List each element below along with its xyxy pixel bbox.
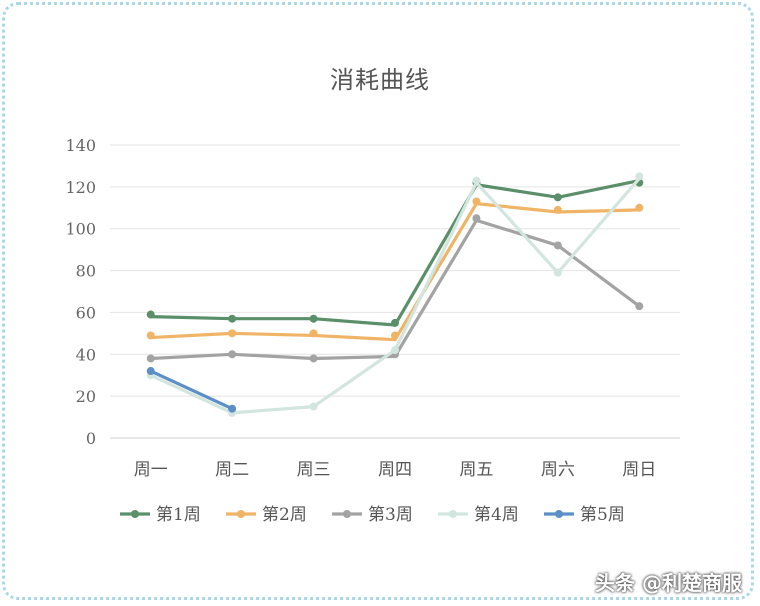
y-tick-label: 0	[86, 429, 96, 448]
data-point	[309, 314, 318, 323]
data-point	[146, 367, 155, 376]
y-tick-label: 40	[76, 345, 96, 364]
y-tick-label: 100	[65, 220, 96, 239]
data-point	[391, 346, 399, 355]
y-tick-label: 60	[76, 303, 96, 322]
x-tick-label: 周一	[134, 460, 168, 480]
data-point	[472, 176, 481, 185]
y-tick-label: 120	[65, 178, 96, 197]
data-point	[391, 331, 399, 340]
data-point	[472, 214, 481, 223]
x-tick-label: 周六	[541, 460, 575, 480]
legend-label: 第1周	[156, 505, 201, 525]
data-point	[146, 354, 155, 363]
y-tick-label: 20	[76, 387, 96, 406]
legend-marker	[131, 510, 139, 518]
legend-marker	[449, 510, 457, 518]
series-line-4	[149, 176, 641, 415]
data-point	[635, 172, 644, 181]
legend-marker	[555, 510, 563, 518]
data-point	[553, 193, 562, 202]
legend-label: 第5周	[580, 505, 625, 525]
y-tick-label: 80	[76, 262, 96, 281]
chart-title: 消耗曲线	[330, 66, 430, 94]
legend-marker	[237, 510, 245, 518]
data-point	[309, 402, 318, 411]
watermark: 头条 @利楚商服	[595, 571, 742, 595]
x-tick-label: 周五	[459, 460, 493, 480]
data-point	[553, 205, 562, 214]
data-point	[146, 310, 155, 319]
data-point	[228, 314, 237, 323]
x-tick-label: 周日	[622, 460, 656, 480]
y-tick-label: 140	[65, 136, 96, 155]
legend-label: 第4周	[474, 505, 519, 525]
data-point	[553, 268, 562, 277]
data-point	[146, 331, 155, 340]
data-point	[309, 329, 318, 338]
data-point	[309, 354, 318, 363]
x-tick-label: 周三	[297, 460, 331, 480]
chart-frame	[2, 2, 754, 600]
data-point	[228, 350, 237, 359]
data-point	[635, 203, 644, 212]
legend-marker	[343, 510, 351, 518]
series-line-5	[149, 369, 234, 411]
data-point	[635, 302, 644, 311]
data-point	[391, 318, 399, 327]
x-tick-label: 周二	[215, 460, 249, 480]
data-point	[472, 197, 481, 206]
legend-label: 第2周	[262, 505, 307, 525]
data-point	[553, 241, 562, 250]
data-point	[228, 329, 237, 338]
data-point	[228, 404, 237, 413]
x-tick-label: 周四	[378, 460, 412, 480]
legend-label: 第3周	[368, 505, 413, 525]
